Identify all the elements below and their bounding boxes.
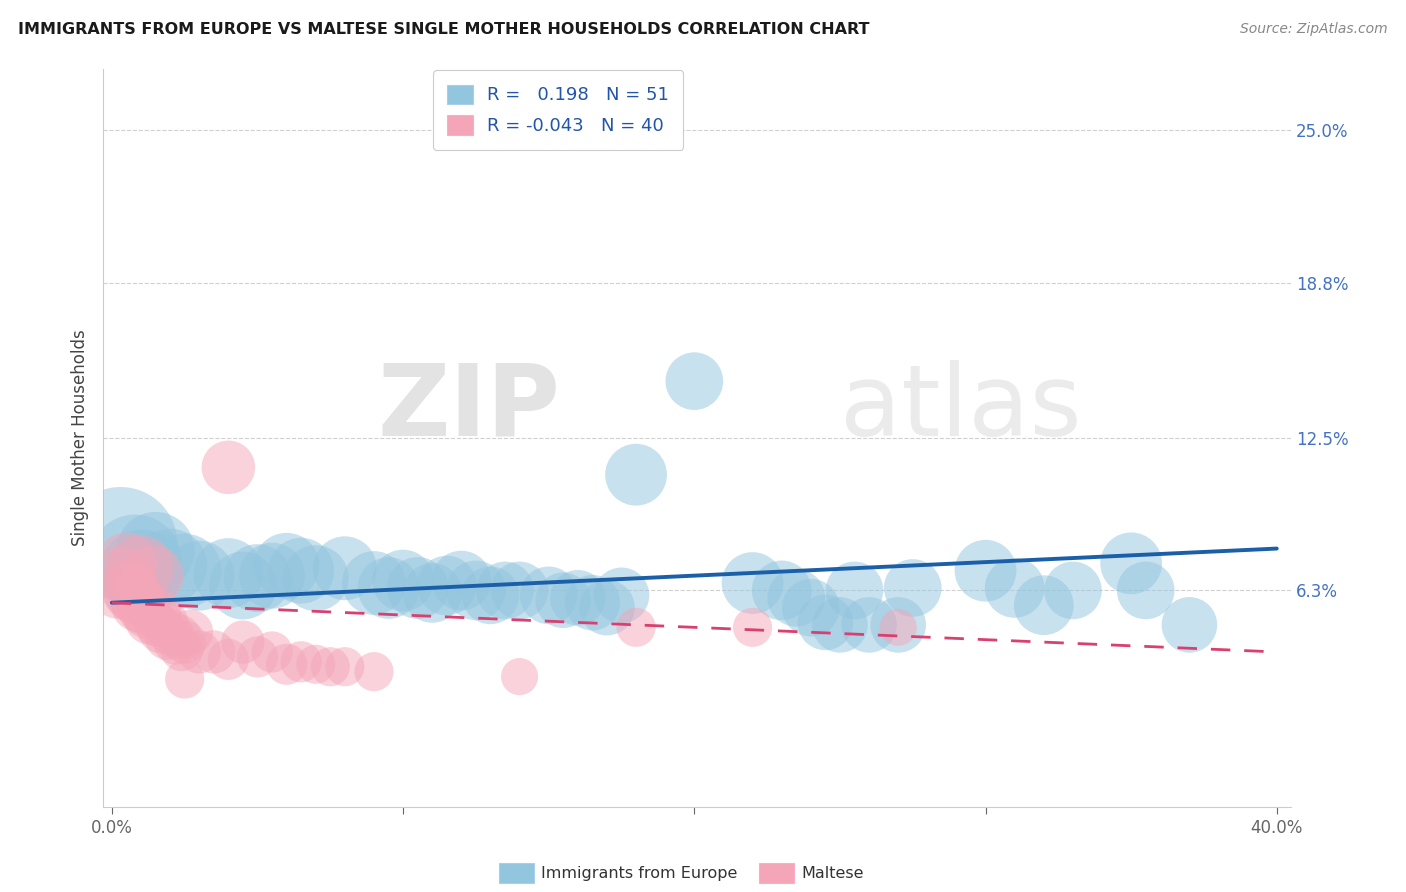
Point — [1135, 583, 1157, 598]
Point — [110, 536, 132, 550]
Point — [683, 374, 706, 388]
Point — [319, 659, 342, 673]
Point — [138, 613, 160, 627]
Point — [232, 578, 254, 592]
Point — [115, 557, 138, 571]
Point — [1121, 557, 1143, 571]
Text: ZIP: ZIP — [378, 359, 561, 457]
Point — [537, 588, 560, 602]
Point — [129, 561, 152, 575]
Point — [173, 635, 195, 649]
Point — [124, 554, 146, 568]
Point — [509, 583, 531, 598]
Point — [363, 576, 385, 591]
Y-axis label: Single Mother Households: Single Mother Households — [72, 329, 89, 546]
Point — [217, 566, 239, 581]
Point — [479, 588, 502, 602]
Point — [167, 630, 190, 644]
Point — [392, 574, 415, 588]
Point — [1032, 598, 1054, 612]
Point — [246, 649, 269, 664]
Point — [624, 620, 647, 634]
Point — [363, 665, 385, 679]
Point — [170, 642, 193, 657]
Point — [509, 669, 531, 683]
Point — [217, 460, 239, 475]
Text: Immigrants from Europe: Immigrants from Europe — [541, 866, 738, 880]
Point — [333, 659, 356, 673]
Point — [118, 581, 141, 595]
Point — [173, 672, 195, 686]
Point — [624, 467, 647, 482]
Point — [232, 635, 254, 649]
Point — [129, 564, 152, 578]
Point — [179, 625, 201, 640]
Point — [741, 620, 763, 634]
Point — [450, 574, 472, 588]
Point — [135, 606, 157, 620]
Point — [406, 581, 429, 595]
Point — [800, 600, 823, 615]
Point — [610, 588, 633, 602]
Point — [828, 618, 851, 632]
Point — [770, 583, 793, 598]
Point — [553, 593, 575, 607]
Point — [276, 657, 298, 672]
Point — [494, 583, 516, 598]
Text: IMMIGRANTS FROM EUROPE VS MALTESE SINGLE MOTHER HOUSEHOLDS CORRELATION CHART: IMMIGRANTS FROM EUROPE VS MALTESE SINGLE… — [18, 22, 870, 37]
Point — [110, 576, 132, 591]
Point — [260, 645, 283, 659]
Point — [464, 583, 486, 598]
Point — [290, 655, 312, 669]
Legend: R =   0.198   N = 51, R = -0.043   N = 40: R = 0.198 N = 51, R = -0.043 N = 40 — [433, 70, 683, 150]
Point — [165, 635, 187, 649]
Point — [887, 620, 910, 634]
Point — [814, 615, 837, 630]
Point — [145, 606, 167, 620]
Point — [188, 645, 211, 659]
Point — [581, 596, 603, 610]
Point — [159, 625, 181, 640]
Text: Maltese: Maltese — [801, 866, 863, 880]
Point — [173, 564, 195, 578]
Point — [741, 576, 763, 591]
Point — [142, 568, 165, 582]
Point — [901, 581, 924, 595]
Point — [1004, 581, 1026, 595]
Point — [290, 564, 312, 578]
Point — [844, 583, 866, 598]
Point — [124, 591, 146, 605]
Text: Source: ZipAtlas.com: Source: ZipAtlas.com — [1240, 22, 1388, 37]
Point — [127, 598, 149, 612]
Point — [153, 615, 176, 630]
Point — [596, 600, 619, 615]
Text: atlas: atlas — [839, 359, 1081, 457]
Point — [132, 600, 155, 615]
Point — [276, 558, 298, 573]
Point — [121, 586, 143, 600]
Point — [333, 561, 356, 575]
Point — [1062, 583, 1084, 598]
Point — [974, 564, 997, 578]
Point — [150, 623, 173, 637]
Point — [785, 591, 807, 605]
Point — [145, 544, 167, 558]
Point — [567, 591, 589, 605]
Point — [858, 618, 880, 632]
Point — [260, 568, 283, 582]
Point — [159, 558, 181, 573]
Point — [305, 571, 328, 585]
Point — [1178, 618, 1201, 632]
Point — [305, 657, 328, 672]
Point — [377, 581, 399, 595]
Point — [188, 568, 211, 582]
Point — [246, 571, 269, 585]
Point — [202, 645, 225, 659]
Point — [420, 586, 443, 600]
Point — [887, 618, 910, 632]
Point — [436, 578, 458, 592]
Point — [148, 615, 170, 630]
Point — [217, 652, 239, 666]
Point — [156, 630, 179, 644]
